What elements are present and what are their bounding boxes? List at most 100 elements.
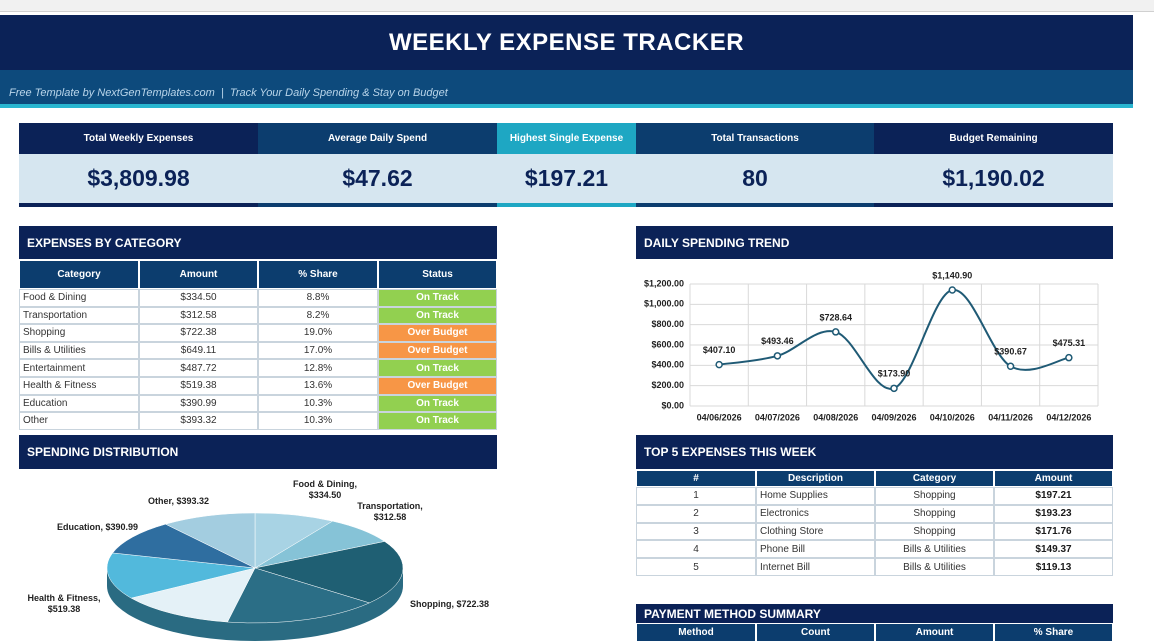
formula-bar: [0, 0, 1154, 12]
kpi-value: $1,190.02: [874, 154, 1113, 203]
point: [773, 352, 782, 360]
table-cell: 10.3%: [258, 394, 378, 413]
kpi-bar: [874, 203, 1113, 207]
kpi-value: $47.62: [258, 154, 497, 203]
kpi-bar: [19, 203, 258, 207]
subtitle: Free Template by NextGenTemplates.com | …: [0, 70, 1133, 104]
point: [715, 360, 723, 369]
table-cell: 10.3%: [258, 412, 378, 430]
kpi-label: Total Weekly Expenses: [19, 123, 258, 154]
data-label: $493.46: [761, 336, 794, 346]
kpi-bar: [497, 203, 636, 207]
table-cell: Transportation: [19, 306, 139, 325]
table-header: Category: [875, 470, 994, 487]
pie-label: Other, $393.32: [148, 495, 210, 506]
table-cell: Entertainment: [19, 359, 139, 377]
table-cell: Clothing Store: [756, 522, 875, 541]
table-cell: Shopping: [19, 324, 139, 342]
point: [890, 384, 898, 393]
table-header: Category: [19, 260, 139, 289]
table-cell: 3: [636, 522, 756, 541]
data-label: $728.64: [819, 312, 852, 322]
table-cell: $197.21: [994, 487, 1113, 505]
table-cell: Over Budget: [378, 341, 497, 360]
table-cell: 13.6%: [258, 377, 378, 395]
table-cell: $649.11: [139, 341, 258, 360]
table-cell: $393.32: [139, 412, 258, 430]
y-tick-label: $0.00: [661, 400, 684, 410]
point: [1065, 353, 1073, 362]
y-tick-label: $400.00: [651, 360, 684, 370]
table-cell: 2: [636, 504, 756, 523]
table-cell: Education: [19, 394, 139, 413]
table-cell: 4: [636, 540, 756, 559]
accent-line: [0, 104, 1133, 108]
table-cell: $722.38: [139, 324, 258, 342]
kpi-label: Budget Remaining: [874, 123, 1113, 154]
x-tick-label: 04/07/2026: [755, 412, 800, 422]
x-tick-label: 04/10/2026: [930, 412, 975, 422]
kpi-label: Highest Single Expense: [497, 123, 636, 154]
pie-slice: [130, 567, 256, 623]
pie-slice: [112, 523, 256, 569]
table-header: Amount: [139, 260, 258, 289]
table-cell: On Track: [378, 412, 497, 430]
table-cell: $119.13: [994, 558, 1113, 576]
table-cell: Shopping: [875, 522, 994, 541]
y-tick-label: $200.00: [651, 380, 684, 390]
table-header: % Share: [994, 623, 1113, 642]
pie-slice: [254, 541, 404, 604]
table-cell: On Track: [378, 306, 497, 325]
table-cell: $334.50: [139, 289, 258, 307]
point: [1006, 362, 1015, 371]
y-tick-label: $1,000.00: [644, 299, 684, 309]
table-cell: 17.0%: [258, 341, 378, 360]
table-header: Description: [756, 470, 875, 487]
x-tick-label: 04/06/2026: [697, 412, 742, 422]
y-tick-label: $1,200.00: [644, 278, 684, 288]
table-header: #: [636, 470, 756, 487]
table-cell: 12.8%: [258, 359, 378, 377]
table-cell: On Track: [378, 359, 497, 377]
table-cell: $193.23: [994, 504, 1113, 523]
section-title: DAILY SPENDING TREND: [636, 226, 1113, 259]
table-cell: Bills & Utilities: [875, 540, 994, 559]
table-header: Count: [756, 623, 875, 642]
table-cell: Internet Bill: [756, 558, 875, 576]
point: [831, 328, 840, 336]
data-label: $475.31: [1053, 338, 1086, 348]
table-cell: $390.99: [139, 394, 258, 413]
table-cell: On Track: [378, 394, 497, 413]
table-cell: Shopping: [875, 504, 994, 523]
table-header: Method: [636, 623, 756, 642]
pie-slice: [227, 567, 371, 624]
table-cell: $312.58: [139, 306, 258, 325]
table-header: Amount: [994, 470, 1113, 487]
table-cell: $171.76: [994, 522, 1113, 541]
pie-label: Health & Fitness, $519.38: [27, 593, 101, 614]
table-cell: Electronics: [756, 504, 875, 523]
table-cell: $487.72: [139, 359, 258, 377]
pie-label: Shopping, $722.38: [410, 598, 490, 609]
kpi-label: Average Daily Spend: [258, 123, 497, 154]
x-tick-label: 04/09/2026: [871, 412, 916, 422]
section-title: SPENDING DISTRIBUTION: [19, 435, 497, 469]
y-tick-label: $600.00: [651, 339, 684, 349]
pie-label: Food & Dining, $334.50: [293, 479, 357, 500]
table-header: % Share: [258, 260, 378, 289]
point: [948, 286, 957, 294]
table-cell: Shopping: [875, 487, 994, 505]
table-cell: 8.8%: [258, 289, 378, 307]
section-title: EXPENSES BY CATEGORY: [19, 226, 497, 259]
table-cell: 19.0%: [258, 324, 378, 342]
x-tick-label: 04/11/2026: [988, 412, 1033, 422]
data-label: $407.10: [703, 345, 736, 355]
table-cell: Bills & Utilities: [19, 341, 139, 360]
y-tick-label: $800.00: [651, 319, 684, 329]
data-label: $390.67: [994, 347, 1027, 357]
kpi-value: $197.21: [497, 154, 636, 203]
kpi-bar: [258, 203, 497, 207]
page-title: WEEKLY EXPENSE TRACKER: [0, 15, 1133, 70]
table-cell: $149.37: [994, 540, 1113, 559]
table-cell: On Track: [378, 289, 497, 307]
